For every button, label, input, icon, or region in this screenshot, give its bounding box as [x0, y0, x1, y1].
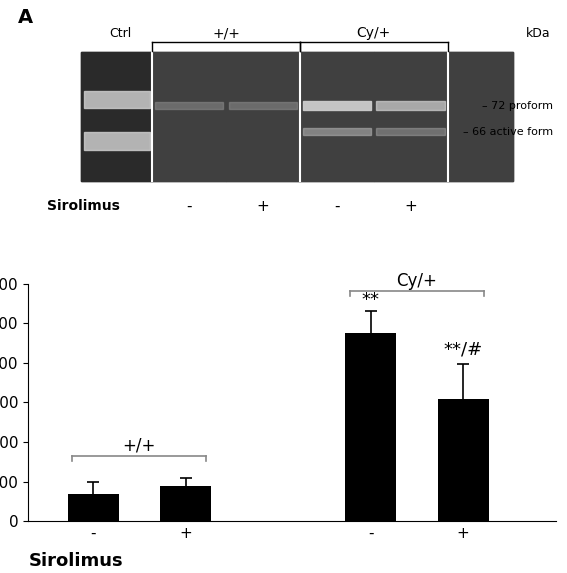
Bar	[81, 53, 514, 181]
Bar	[226, 53, 300, 181]
Text: kDa: kDa	[526, 27, 551, 40]
Text: +/+: +/+	[212, 26, 240, 40]
Text: – 66 active form: – 66 active form	[463, 127, 553, 137]
Text: +: +	[257, 199, 269, 214]
Bar	[300, 53, 374, 181]
Bar	[155, 102, 223, 109]
Bar	[345, 333, 396, 521]
Text: -: -	[187, 199, 192, 214]
Bar	[438, 399, 489, 521]
Text: Ctrl: Ctrl	[109, 27, 132, 40]
Text: A: A	[18, 8, 33, 27]
Bar	[374, 53, 447, 181]
Text: **/#: **/#	[443, 341, 483, 359]
Text: Cy/+: Cy/+	[396, 272, 437, 290]
Bar	[84, 132, 150, 150]
Text: **: **	[362, 291, 380, 309]
Bar	[303, 128, 371, 135]
Text: Cy/+: Cy/+	[357, 26, 391, 40]
Text: -: -	[334, 199, 340, 214]
Bar	[81, 53, 153, 181]
Text: +: +	[404, 199, 417, 214]
Text: – 72 proform: – 72 proform	[482, 101, 553, 111]
Text: Sirolimus: Sirolimus	[28, 552, 123, 570]
Bar	[447, 53, 514, 181]
Bar	[376, 128, 445, 135]
Bar	[153, 53, 226, 181]
Bar	[229, 102, 297, 109]
Bar	[84, 91, 150, 108]
Bar	[376, 101, 445, 109]
Bar	[303, 101, 371, 109]
Text: Sirolimus: Sirolimus	[47, 199, 120, 213]
Bar	[160, 486, 211, 521]
Bar	[67, 494, 119, 521]
Text: +/+: +/+	[122, 437, 156, 455]
